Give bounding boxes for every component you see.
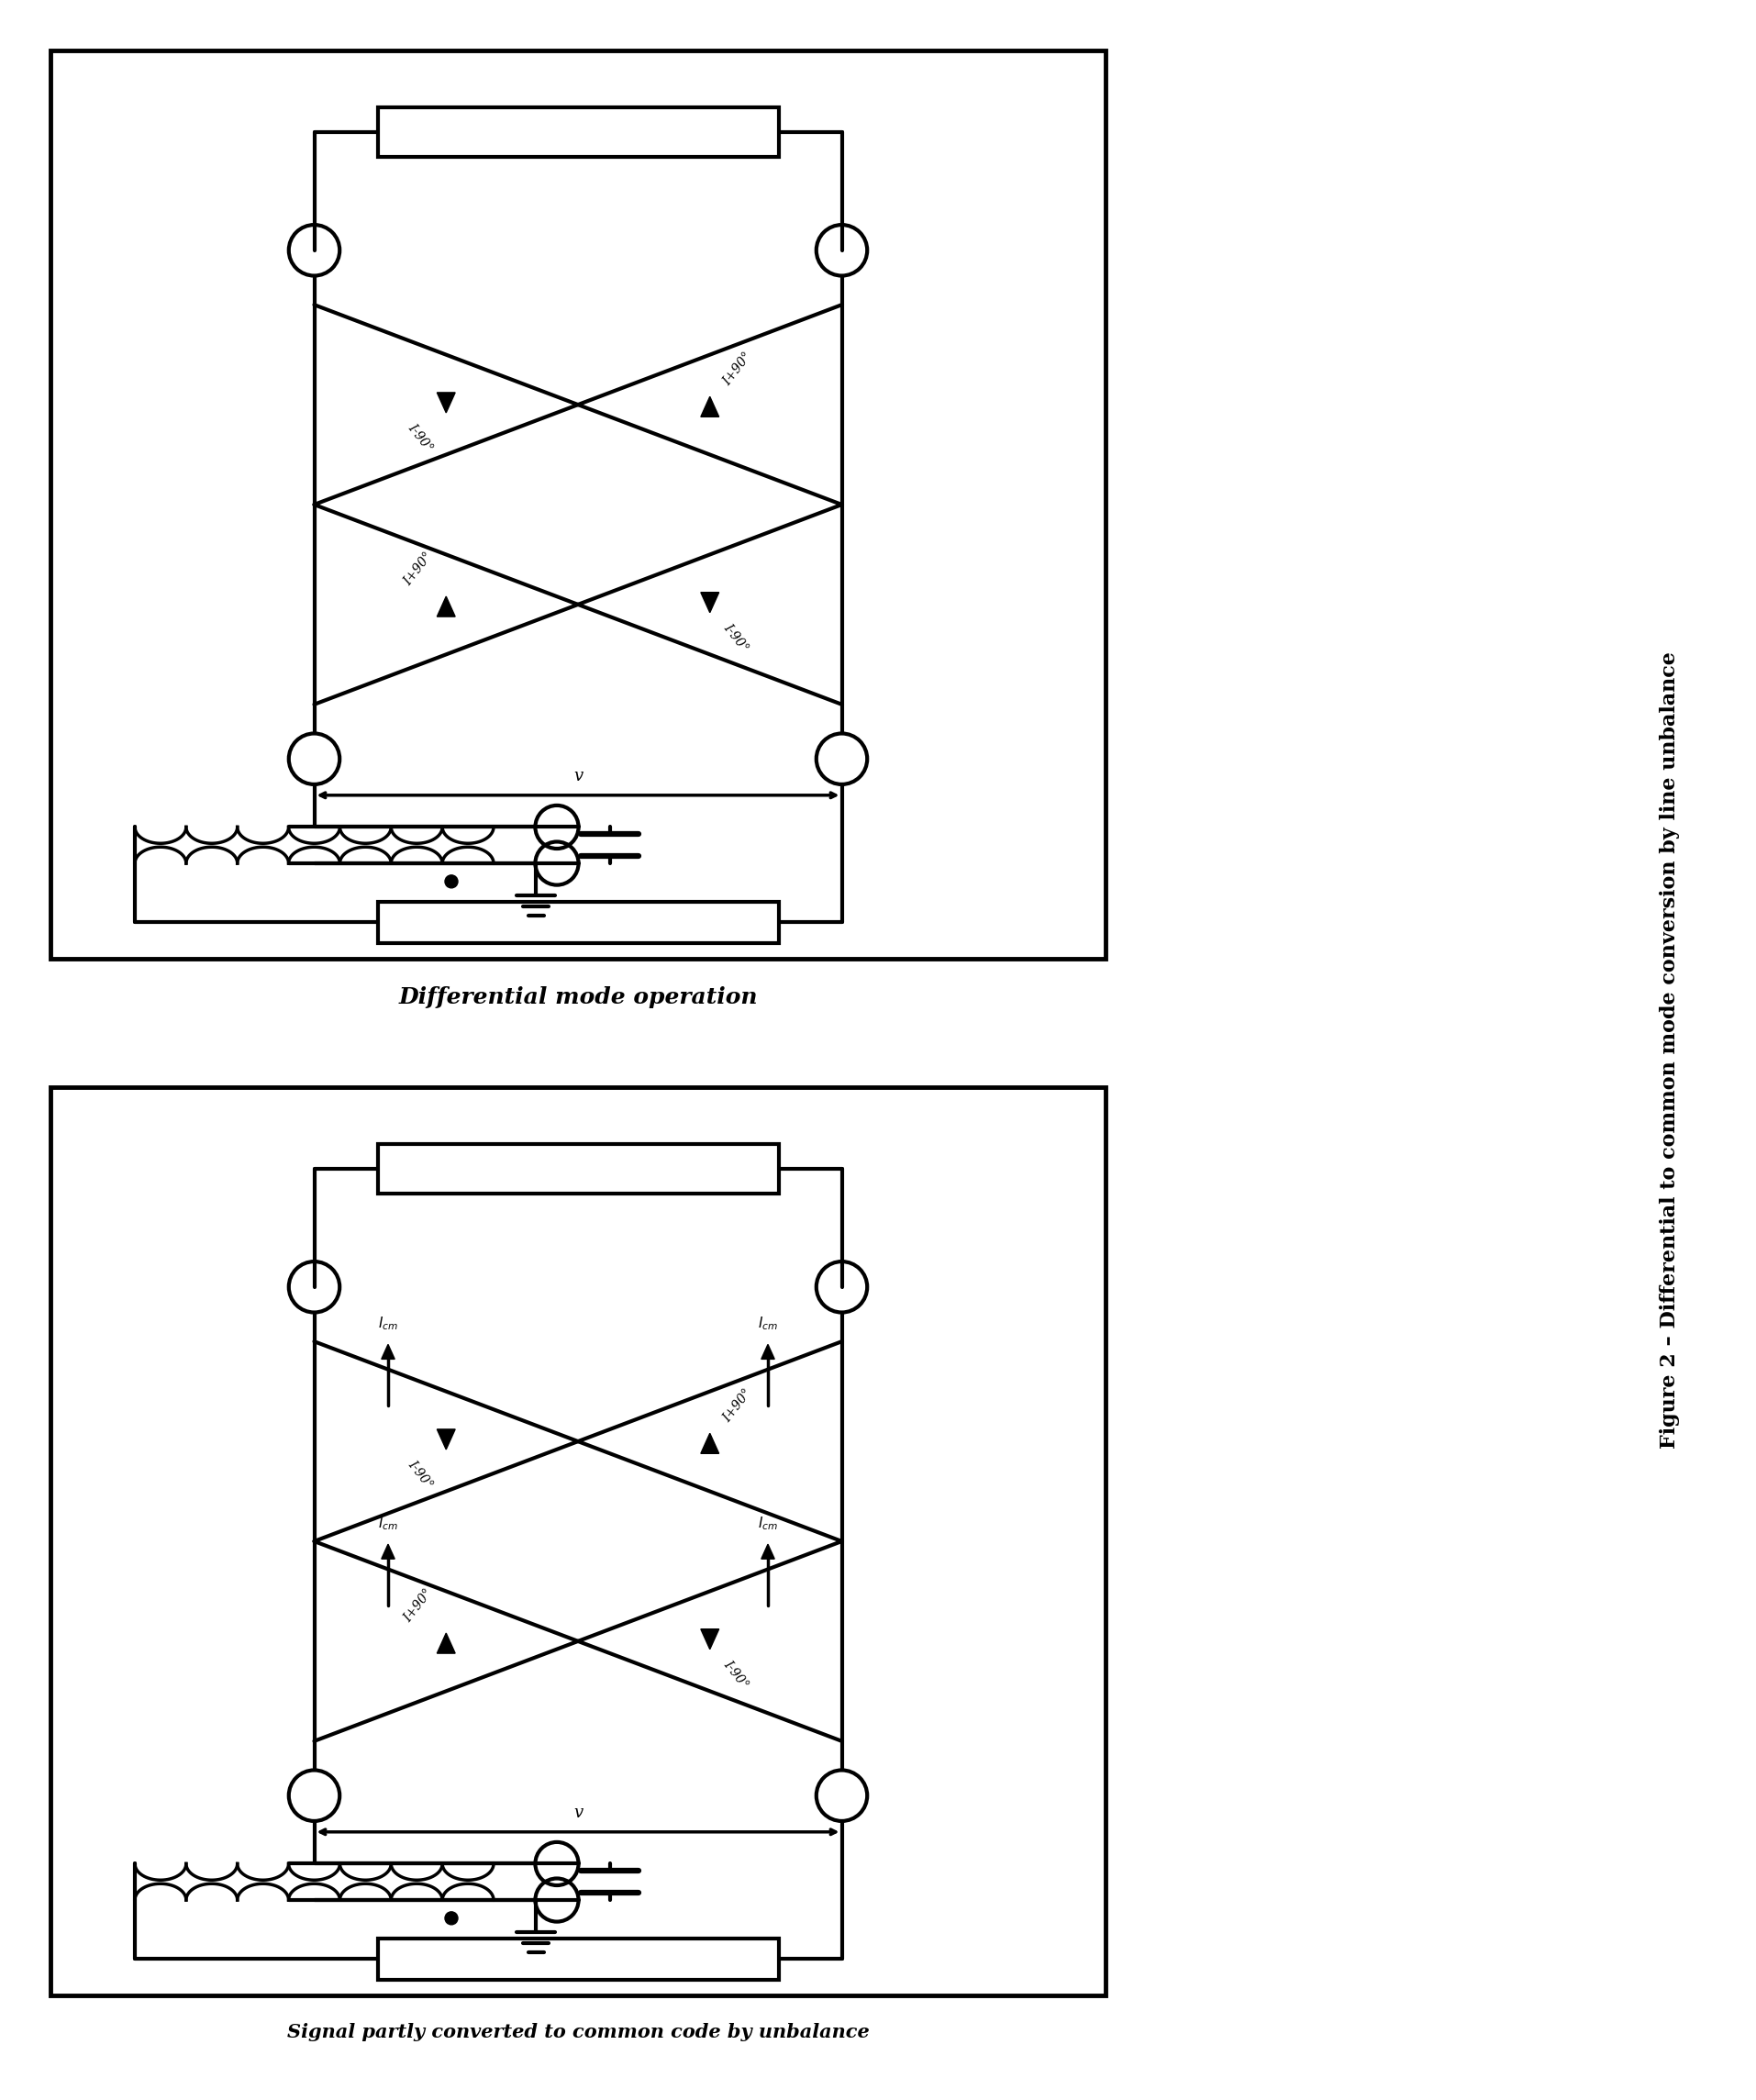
Polygon shape bbox=[701, 397, 718, 416]
Bar bbox=[51, 50, 1106, 960]
Text: v: v bbox=[574, 769, 583, 783]
Polygon shape bbox=[437, 393, 455, 414]
Bar bbox=[378, 901, 778, 943]
Text: I+90°: I+90° bbox=[402, 1586, 435, 1625]
Text: I-90°: I-90° bbox=[722, 622, 752, 655]
Text: $I_{cm}$: $I_{cm}$ bbox=[378, 1315, 399, 1331]
Text: I+90°: I+90° bbox=[722, 351, 755, 389]
Text: I-90°: I-90° bbox=[722, 1657, 752, 1691]
Bar bbox=[378, 107, 778, 158]
Text: $I_{cm}$: $I_{cm}$ bbox=[759, 1514, 778, 1531]
Polygon shape bbox=[701, 592, 718, 613]
Text: I+90°: I+90° bbox=[722, 1386, 755, 1426]
Polygon shape bbox=[701, 1434, 718, 1453]
Polygon shape bbox=[762, 1544, 774, 1558]
Text: I-90°: I-90° bbox=[406, 422, 435, 454]
Bar bbox=[378, 1938, 778, 1980]
Polygon shape bbox=[381, 1344, 395, 1359]
Polygon shape bbox=[701, 1630, 718, 1649]
Text: Figure 2 – Differential to common mode conversion by line unbalance: Figure 2 – Differential to common mode c… bbox=[1659, 651, 1680, 1449]
Text: Signal partly converted to common code by unbalance: Signal partly converted to common code b… bbox=[286, 2022, 869, 2041]
Text: Differential mode operation: Differential mode operation bbox=[399, 987, 757, 1008]
Polygon shape bbox=[762, 1344, 774, 1359]
Circle shape bbox=[444, 876, 458, 888]
Bar bbox=[378, 1145, 778, 1195]
Text: v: v bbox=[574, 1804, 583, 1821]
Polygon shape bbox=[437, 596, 455, 617]
Polygon shape bbox=[437, 1634, 455, 1653]
Text: I-90°: I-90° bbox=[406, 1457, 435, 1491]
Circle shape bbox=[444, 1911, 458, 1924]
Text: I+90°: I+90° bbox=[402, 550, 435, 588]
Polygon shape bbox=[437, 1430, 455, 1449]
Bar bbox=[51, 1088, 1106, 1995]
Text: $I_{cm}$: $I_{cm}$ bbox=[759, 1315, 778, 1331]
Polygon shape bbox=[381, 1544, 395, 1558]
Text: $I_{cm}$: $I_{cm}$ bbox=[378, 1514, 399, 1531]
